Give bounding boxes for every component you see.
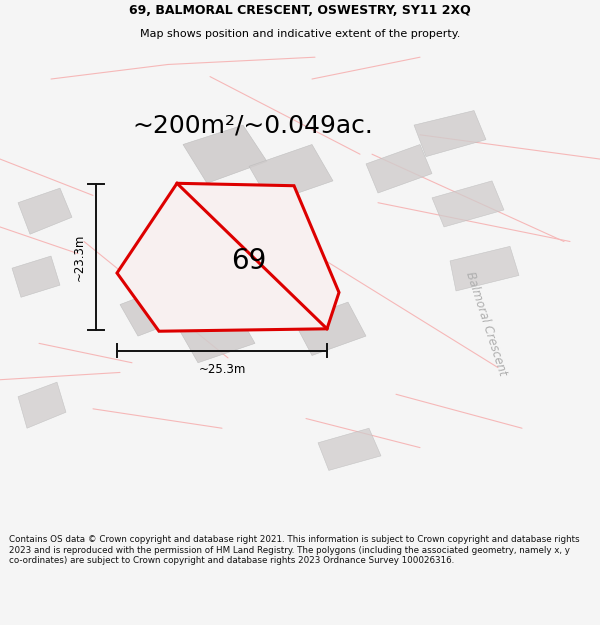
Polygon shape — [18, 382, 66, 428]
Text: Map shows position and indicative extent of the property.: Map shows position and indicative extent… — [140, 29, 460, 39]
Polygon shape — [294, 302, 366, 356]
Polygon shape — [180, 312, 255, 362]
Polygon shape — [12, 256, 60, 298]
Text: ~23.3m: ~23.3m — [73, 233, 86, 281]
Text: Contains OS data © Crown copyright and database right 2021. This information is : Contains OS data © Crown copyright and d… — [9, 535, 580, 565]
Polygon shape — [318, 428, 381, 471]
Polygon shape — [183, 125, 267, 183]
Text: Balmoral Crescent: Balmoral Crescent — [463, 270, 509, 378]
Text: 69, BALMORAL CRESCENT, OSWESTRY, SY11 2XQ: 69, BALMORAL CRESCENT, OSWESTRY, SY11 2X… — [129, 4, 471, 17]
Text: 69: 69 — [232, 247, 266, 275]
Polygon shape — [414, 111, 486, 157]
Text: ~200m²/~0.049ac.: ~200m²/~0.049ac. — [132, 113, 373, 137]
Text: ~25.3m: ~25.3m — [199, 362, 245, 376]
Polygon shape — [18, 188, 72, 234]
Polygon shape — [432, 181, 504, 227]
Polygon shape — [249, 144, 333, 202]
Polygon shape — [120, 285, 189, 336]
Polygon shape — [450, 246, 519, 291]
Polygon shape — [117, 183, 339, 331]
Polygon shape — [366, 144, 432, 193]
